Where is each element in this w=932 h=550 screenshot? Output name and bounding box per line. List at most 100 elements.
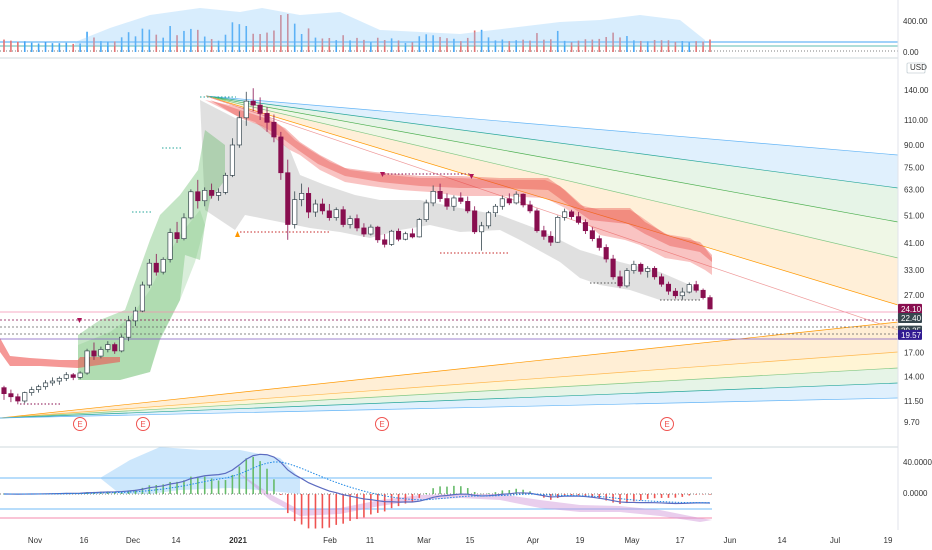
volume-bar <box>231 22 234 52</box>
candle <box>167 228 173 263</box>
macd-histogram-bar <box>466 488 469 494</box>
time-tick: 14 <box>172 536 181 545</box>
volume-bar <box>397 40 400 52</box>
volume-bar <box>577 40 580 52</box>
price-tick: 90.00 <box>904 141 925 150</box>
candle <box>278 131 284 180</box>
price-tick: 33.00 <box>904 266 925 275</box>
volume-bar <box>709 39 711 52</box>
macd-histogram-bar <box>328 494 331 528</box>
candle <box>665 281 672 295</box>
price-pane: E E E E USD 140.00 110.00 90.00 75.00 63.00 5… <box>0 0 929 530</box>
macd-histogram-bar <box>702 494 704 495</box>
volume-bar <box>432 35 434 52</box>
macd-histogram-bar <box>321 494 324 529</box>
earnings-marker[interactable]: E <box>136 417 150 431</box>
green-cloud <box>78 130 225 380</box>
candle <box>603 244 609 263</box>
macd-histogram-bar <box>556 494 559 499</box>
candle <box>292 191 298 229</box>
candle <box>126 315 132 342</box>
volume-bar <box>307 28 310 52</box>
volume-bar <box>356 37 358 52</box>
candle <box>472 206 478 235</box>
earnings-marker[interactable]: E <box>375 417 389 431</box>
candle <box>285 159 291 240</box>
candle <box>340 206 346 228</box>
earnings-marker-label: E <box>140 420 145 429</box>
volume-bar <box>245 26 248 52</box>
volume-bar <box>633 40 635 52</box>
candle <box>312 199 319 217</box>
time-tick: Dec <box>126 536 140 545</box>
volume-bar <box>224 34 227 52</box>
price-tag <box>898 303 922 314</box>
macd-histogram-bar <box>688 494 691 496</box>
price-tick: 75.00 <box>904 164 925 173</box>
candle <box>652 266 658 280</box>
volume-bar <box>411 42 414 52</box>
candle <box>181 213 187 241</box>
macd-histogram-bar <box>238 466 241 494</box>
candle <box>236 111 242 148</box>
volume-bar <box>591 39 594 52</box>
macd-line <box>3 453 711 505</box>
candle <box>707 295 713 310</box>
macd-histogram-bar <box>197 476 199 494</box>
candle <box>402 231 409 241</box>
volume-bar <box>605 37 607 52</box>
volume-bar <box>543 39 545 52</box>
price-tick: 41.00 <box>904 239 925 248</box>
candle <box>84 348 90 375</box>
volume-bar <box>134 36 137 52</box>
candle <box>368 224 374 236</box>
volume-bar <box>681 41 684 52</box>
macd-histogram-bar <box>293 494 296 522</box>
volume-bar <box>210 39 213 52</box>
volume-bar <box>37 43 40 52</box>
macd-histogram-bar <box>356 494 358 520</box>
macd-histogram-bar <box>508 490 511 494</box>
macd-histogram-bar <box>127 490 130 494</box>
macd-histogram-bar <box>300 494 303 525</box>
buy-signal-marker <box>235 231 240 237</box>
volume-bar <box>702 41 704 52</box>
candle <box>375 225 381 243</box>
earnings-marker[interactable]: E <box>660 417 674 431</box>
volume-bar <box>522 39 524 52</box>
earnings-marker[interactable]: E <box>73 417 87 431</box>
volume-tick: 400.00 <box>903 17 928 26</box>
volume-bar <box>453 38 455 52</box>
candle <box>693 280 699 293</box>
volume-bar <box>570 42 573 52</box>
macd-histogram-bar <box>148 485 151 494</box>
macd-histogram-bar <box>314 494 317 529</box>
candle <box>361 223 367 237</box>
volume-bar <box>425 34 428 52</box>
macd-histogram-bar <box>639 494 642 501</box>
candle <box>686 282 692 294</box>
candle <box>264 107 270 132</box>
candle <box>139 281 145 313</box>
macd-histogram-bar <box>280 494 282 495</box>
candle <box>319 198 325 215</box>
volume-bar <box>58 43 61 52</box>
macd-histogram-bar <box>383 494 386 512</box>
candle <box>188 189 194 220</box>
volume-bar <box>266 32 268 52</box>
time-tick: Jul <box>830 536 840 545</box>
price-tick: 140.00 <box>904 86 929 95</box>
candle <box>250 88 256 112</box>
volume-bar <box>660 40 663 52</box>
macd-histogram-bar <box>349 494 351 521</box>
macd-histogram-bar <box>252 456 254 494</box>
sell-signal-marker <box>469 174 474 179</box>
macd-histogram-bar <box>183 480 185 494</box>
candle <box>492 204 498 217</box>
macd-histogram-bar <box>653 494 656 499</box>
macd-histogram-bar <box>494 492 497 494</box>
volume-bar <box>273 30 275 52</box>
macd-histogram-bar <box>397 494 400 507</box>
macd-histogram-bar <box>390 494 393 509</box>
